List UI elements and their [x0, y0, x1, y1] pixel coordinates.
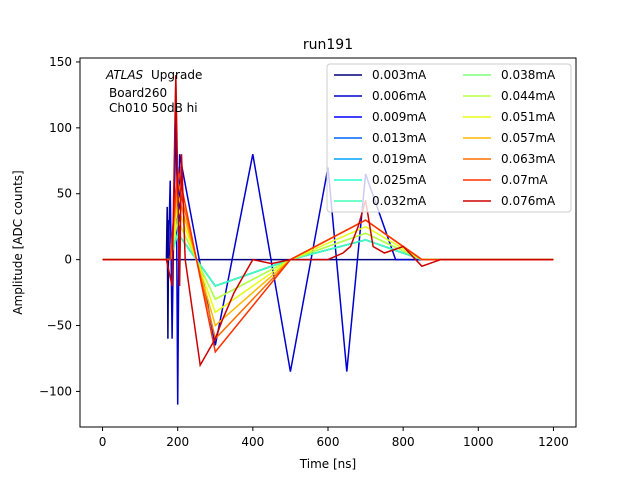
legend-label: 0.057mA [501, 131, 556, 145]
upgrade-word: Upgrade [151, 68, 202, 82]
atlas-label: ATLAS Upgrade [105, 68, 202, 82]
legend-label: 0.07mA [501, 173, 548, 187]
atlas-word: ATLAS [105, 68, 144, 82]
board-label: Board260 [109, 86, 167, 100]
series-line [102, 81, 554, 405]
y-tick-label: −50 [47, 319, 72, 333]
channel-label: Ch010 50dB hi [109, 101, 198, 115]
legend-label: 0.032mA [372, 194, 427, 208]
legend-label: 0.013mA [372, 131, 427, 145]
x-tick-label: 0 [99, 435, 107, 449]
y-tick-label: 0 [64, 253, 72, 267]
legend-label: 0.051mA [501, 110, 556, 124]
y-tick-label: 100 [49, 121, 72, 135]
legend-label: 0.009mA [372, 110, 427, 124]
y-axis-title: Amplitude [ADC counts] [11, 170, 25, 314]
legend: 0.003mA 0.006mA 0.009mA 0.013mA 0.019mA 0.025… [326, 63, 572, 213]
x-tick-label: 600 [317, 435, 340, 449]
legend-label: 0.044mA [501, 89, 556, 103]
legend-label: 0.038mA [501, 68, 556, 82]
chart-title: run191 [303, 37, 353, 53]
legend-label: 0.003mA [372, 68, 427, 82]
x-tick-label: 1000 [463, 435, 494, 449]
x-axis-title: Time [ns] [299, 457, 356, 471]
y-tick-label: 50 [57, 187, 72, 201]
x-tick-label: 200 [166, 435, 189, 449]
ticks-layer: 0 200 400 600 800 1000 1200 −100 −50 0 50 100 150 [39, 55, 569, 449]
legend-label: 0.006mA [372, 89, 427, 103]
x-tick-label: 1200 [538, 435, 569, 449]
y-tick-label: −100 [39, 384, 72, 398]
y-tick-label: 150 [49, 55, 72, 69]
legend-label: 0.063mA [501, 152, 556, 166]
legend-label: 0.025mA [372, 173, 427, 187]
atlas-annotation: ATLAS Upgrade Board260 Ch010 50dB hi [105, 68, 202, 115]
series-layer [102, 75, 554, 405]
legend-box [326, 63, 572, 213]
legend-label: 0.019mA [372, 152, 427, 166]
series-line [102, 167, 554, 354]
series-line [102, 75, 554, 368]
x-tick-label: 800 [392, 435, 415, 449]
x-tick-label: 400 [241, 435, 264, 449]
legend-label: 0.076mA [501, 194, 556, 208]
